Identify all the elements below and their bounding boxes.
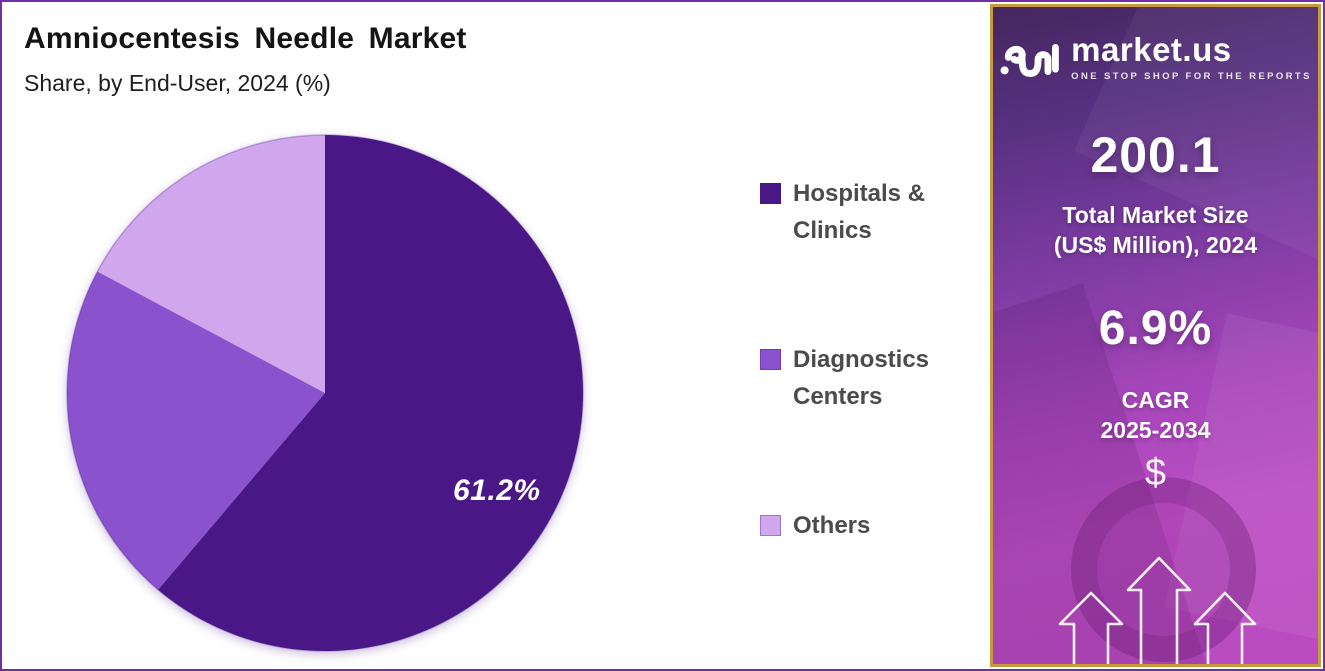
brand-tagline: ONE STOP SHOP FOR THE REPORTS [1071, 71, 1312, 82]
marketus-logo-icon [1000, 43, 1060, 77]
total-market-size-label-line2: (US$ Million), 2024 [1053, 232, 1258, 259]
total-market-size-label-line1: Total Market Size [1062, 202, 1249, 228]
cagr-label-line2: 2025-2034 [1100, 416, 1211, 443]
pie-rim [66, 134, 584, 652]
marketus-logo: market.us ONE STOP SHOP FOR THE REPORTS [999, 33, 1312, 82]
growth-arrows-icon [1058, 556, 1257, 664]
cagr-label: CAGR 2025-2034 [1101, 386, 1211, 446]
dollar-icon: $ [1144, 451, 1167, 494]
chart-legend: Hospitals & Clinics Diagnostics Centers Ot… [760, 176, 970, 637]
cagr-value: 6.9% [1098, 301, 1213, 355]
legend-label: Diagnostics Centers [793, 345, 930, 410]
brand-name: market.us [1071, 31, 1232, 68]
chart-header: Amniocentesis Needle Market Share, by En… [24, 22, 467, 97]
total-market-size-label: Total Market Size (US$ Million), 2024 [1054, 200, 1257, 261]
total-market-size-value: 200.1 [1090, 127, 1221, 183]
legend-swatch [760, 514, 781, 536]
page-title: Amniocentesis Needle Market [24, 22, 467, 55]
legend-item: Diagnostics Centers [760, 342, 970, 416]
page-subtitle: Share, by End-User, 2024 (%) [24, 70, 331, 96]
brand-sidebar: market.us ONE STOP SHOP FOR THE REPORTS … [990, 4, 1321, 667]
pie-value-label: 61.2% [453, 474, 541, 507]
legend-label: Hospitals & Clinics [793, 180, 926, 244]
legend-item: Others [760, 508, 970, 545]
pie-slice-hospitals-clinics [158, 134, 584, 652]
pie-slice-diagnostics-centers [67, 271, 325, 590]
legend-swatch [760, 183, 781, 204]
legend-label: Others [793, 511, 871, 539]
legend-item: Hospitals & Clinics [760, 176, 970, 250]
pie-slice-others [97, 135, 326, 393]
cagr-label-line1: CAGR [1121, 386, 1190, 413]
legend-swatch [760, 348, 781, 370]
